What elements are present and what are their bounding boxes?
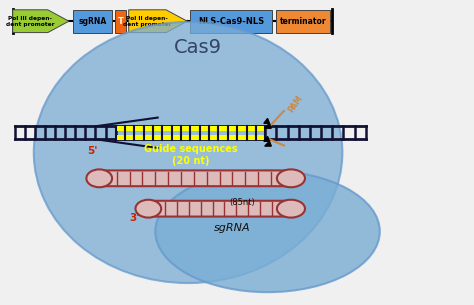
Polygon shape (115, 10, 127, 33)
Ellipse shape (136, 200, 161, 217)
Text: sgRNA: sgRNA (78, 17, 107, 26)
Text: T: T (118, 17, 123, 26)
Ellipse shape (86, 169, 112, 187)
Polygon shape (191, 10, 272, 33)
Text: Pol II depen-
dent promoter: Pol II depen- dent promoter (123, 16, 172, 27)
Ellipse shape (277, 200, 305, 217)
Text: Pol III depen-
dent promoter: Pol III depen- dent promoter (6, 16, 55, 27)
Polygon shape (264, 119, 271, 128)
Ellipse shape (155, 171, 380, 292)
Text: PAM: PAM (286, 94, 304, 115)
FancyBboxPatch shape (99, 170, 296, 186)
Text: (85nt): (85nt) (229, 198, 255, 207)
Polygon shape (116, 126, 265, 131)
Polygon shape (73, 10, 112, 33)
FancyBboxPatch shape (148, 201, 296, 217)
Polygon shape (264, 136, 271, 146)
Ellipse shape (277, 169, 305, 187)
Text: 3': 3' (129, 213, 139, 223)
Ellipse shape (34, 22, 342, 283)
Polygon shape (129, 10, 187, 33)
Polygon shape (276, 10, 330, 33)
Text: NLS-Cas9-NLS: NLS-Cas9-NLS (198, 17, 264, 26)
Text: sgRNA: sgRNA (214, 223, 251, 233)
Text: Cas9: Cas9 (173, 38, 221, 57)
Text: 5': 5' (87, 146, 98, 156)
Text: terminator: terminator (280, 17, 326, 26)
Polygon shape (13, 10, 69, 33)
Polygon shape (116, 135, 265, 140)
Text: Guide sequences
(20 nt): Guide sequences (20 nt) (144, 144, 237, 166)
